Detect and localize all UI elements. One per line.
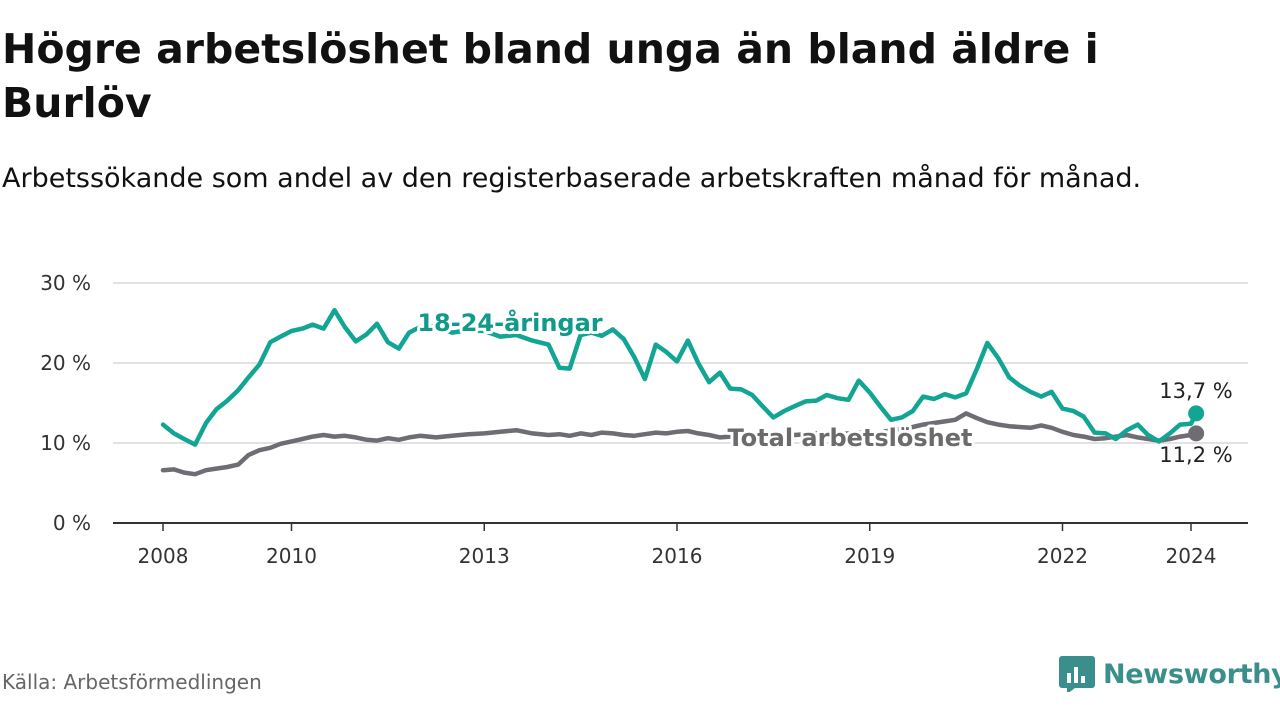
y-axis-ticks: 0 % 10 % 20 % 30 % <box>40 271 91 535</box>
newsworthy-logo: Newsworthy <box>1059 655 1280 693</box>
x-tick-label: 2010 <box>266 544 317 568</box>
x-tick-label: 2019 <box>844 544 895 568</box>
end-point-youth <box>1188 405 1205 422</box>
x-tick-label: 2024 <box>1166 544 1217 568</box>
end-point-total <box>1188 425 1205 442</box>
end-value-label-total: 11,2 % <box>1159 443 1232 467</box>
series-line-total <box>160 411 1199 477</box>
chart-title: Högre arbetslöshet bland unga än bland ä… <box>2 25 1099 127</box>
y-tick-label: 20 % <box>40 351 91 375</box>
series-line-youth <box>160 307 1199 447</box>
gridlines <box>113 282 1248 524</box>
y-tick-label: 0 % <box>53 511 91 535</box>
x-axis-ticks: 2008 2010 2013 2016 2019 2022 2024 <box>138 523 1217 568</box>
x-tick-label: 2008 <box>138 544 189 568</box>
x-tick-label: 2022 <box>1037 544 1088 568</box>
series-labels: 18-24-åringar Total arbetslöshet 13,7 % 11,… <box>414 305 1232 467</box>
chart-subtitle: Arbetssökande som andel av den registerb… <box>2 163 1142 194</box>
newsworthy-logo-text: Newsworthy <box>1103 658 1280 690</box>
end-value-label-youth: 13,7 % <box>1159 379 1232 403</box>
series-lines <box>160 307 1205 477</box>
x-tick-label: 2016 <box>652 544 703 568</box>
series-label-youth: 18-24-åringar <box>417 308 602 337</box>
y-tick-label: 10 % <box>40 431 91 455</box>
source-note: Källa: Arbetsförmedlingen <box>2 670 262 694</box>
y-tick-label: 30 % <box>40 271 91 295</box>
series-label-total: Total arbetslöshet <box>727 424 972 452</box>
newsworthy-logo-icon <box>1059 656 1095 692</box>
x-tick-label: 2013 <box>459 544 510 568</box>
